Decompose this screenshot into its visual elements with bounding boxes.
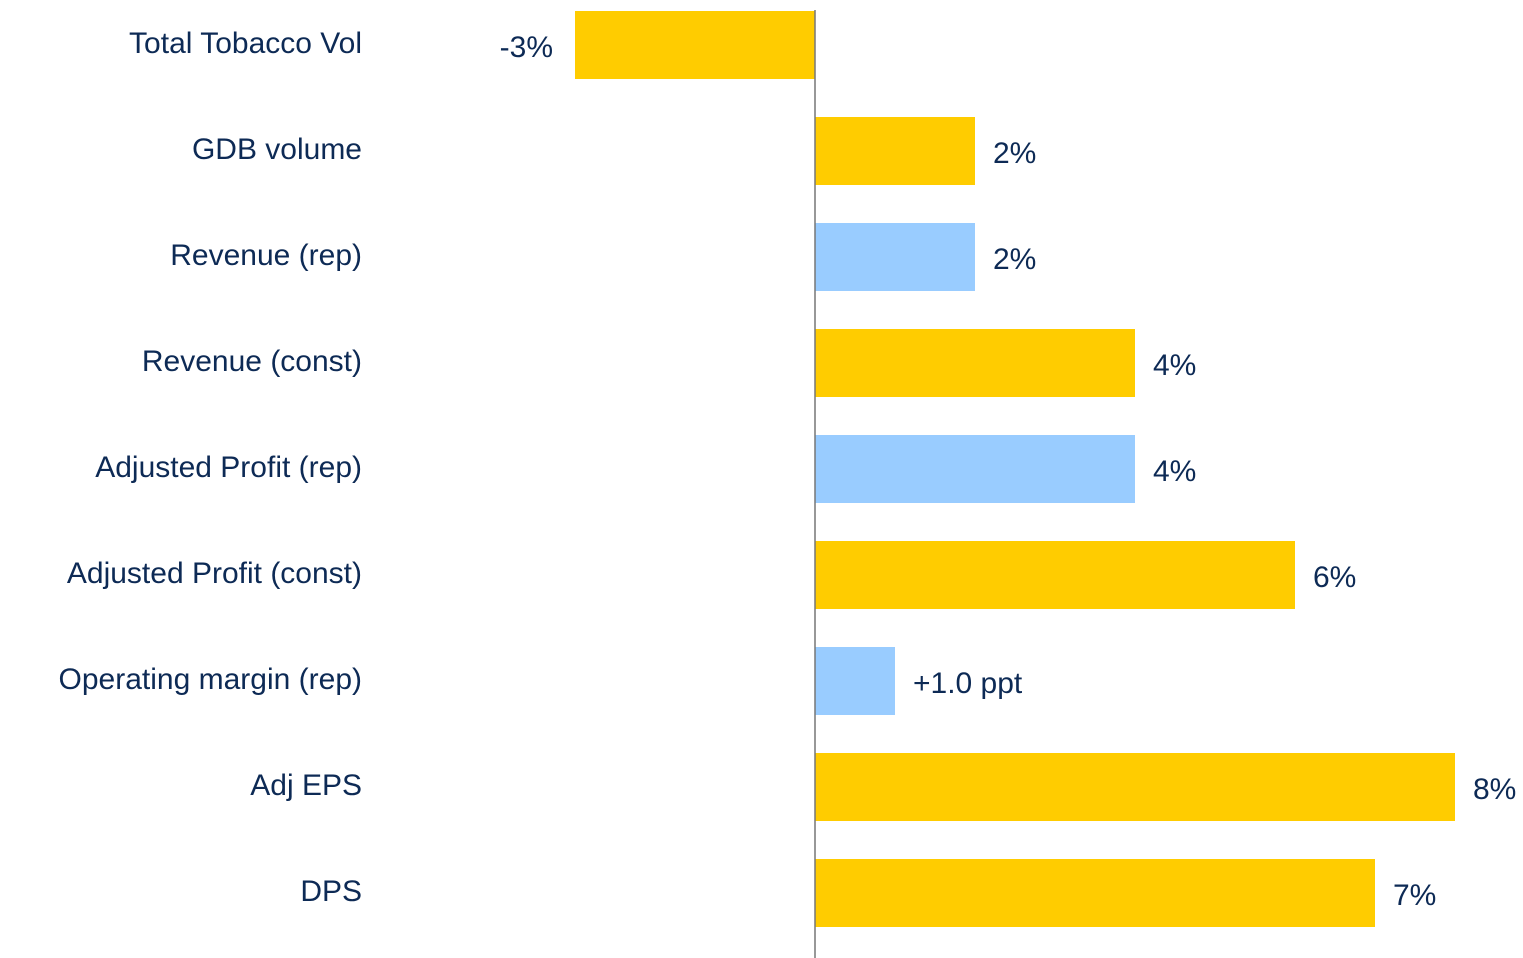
- category-label: Revenue (const): [142, 345, 362, 378]
- value-label: 7%: [1393, 879, 1436, 912]
- value-label: 2%: [993, 243, 1036, 276]
- bar: [815, 329, 1135, 397]
- bar: [815, 859, 1375, 927]
- bar: [815, 541, 1295, 609]
- category-label: Adj EPS: [250, 769, 362, 802]
- bar: [815, 435, 1135, 503]
- value-label: 4%: [1153, 455, 1196, 488]
- category-label: DPS: [300, 875, 362, 908]
- value-label: 4%: [1153, 349, 1196, 382]
- bar: [815, 753, 1455, 821]
- value-label: 8%: [1473, 773, 1516, 806]
- value-label: +1.0 ppt: [913, 667, 1023, 700]
- category-label: GDB volume: [192, 133, 362, 166]
- category-label: Operating margin (rep): [59, 663, 362, 696]
- value-label: 2%: [993, 137, 1036, 170]
- category-label: Revenue (rep): [170, 239, 362, 272]
- bar: [815, 117, 975, 185]
- value-label: 6%: [1313, 561, 1356, 594]
- bar: [815, 647, 895, 715]
- bar: [815, 223, 975, 291]
- category-label: Adjusted Profit (rep): [95, 451, 362, 484]
- category-label: Adjusted Profit (const): [67, 557, 362, 590]
- value-label: -3%: [500, 31, 553, 64]
- bar: [575, 11, 815, 79]
- category-label: Total Tobacco Vol: [129, 27, 362, 60]
